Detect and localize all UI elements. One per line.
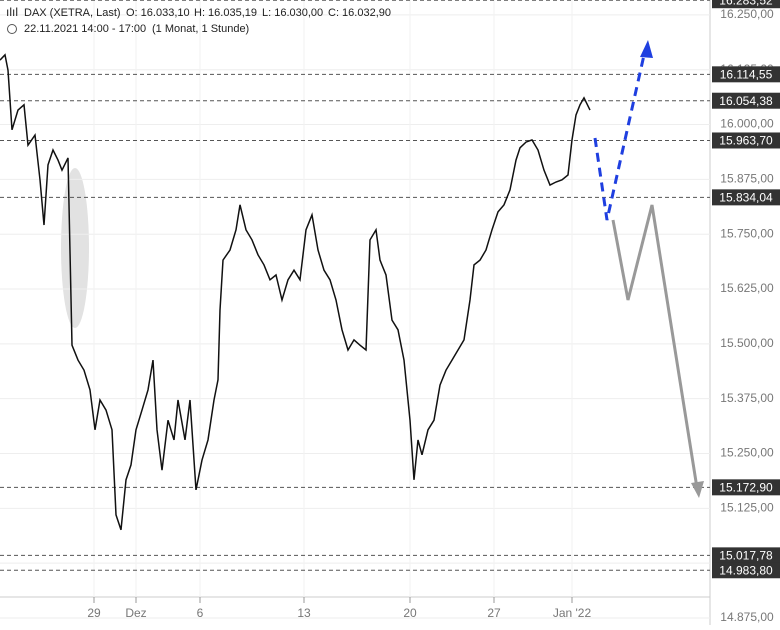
y-tick-label: 15.625,00 <box>720 281 774 295</box>
level-label: 16.283,52 <box>719 0 773 7</box>
level-label: 14.983,80 <box>719 563 773 577</box>
level-label: 15.172,90 <box>719 480 773 494</box>
x-tick-label: 27 <box>487 606 501 620</box>
clock-icon <box>7 24 17 34</box>
level-label: 16.114,55 <box>720 67 773 81</box>
x-tick-label: 29 <box>87 606 101 620</box>
highlight-ellipse <box>61 168 89 328</box>
price-line <box>0 53 591 531</box>
arrow-head <box>691 481 704 498</box>
x-tick-label: Dez <box>125 606 146 620</box>
ohlc: H: 16.035,19 <box>194 7 257 19</box>
x-tick-label: Jan '22 <box>553 606 592 620</box>
y-tick-label: 15.125,00 <box>720 501 774 515</box>
x-tick-label: 6 <box>197 606 204 620</box>
ohlc: O: 16.033,10 <box>126 7 190 19</box>
y-tick-label: 15.750,00 <box>720 226 774 240</box>
level-box <box>712 92 780 109</box>
y-tick-label: 15.375,00 <box>720 391 774 405</box>
projection-up <box>593 54 646 221</box>
y-tick-label: 16.000,00 <box>720 117 774 131</box>
icon: ılıl <box>6 5 18 19</box>
projection-down <box>611 204 699 489</box>
header: ılıl DAX (XETRA, Last) O: 16.033,10 H: 1… <box>6 5 391 35</box>
title: DAX (XETRA, Last) <box>24 7 121 19</box>
level-label: 15.963,70 <box>719 134 773 148</box>
period: (1 Monat, 1 Stunde) <box>152 23 249 35</box>
level-box <box>712 189 780 206</box>
arrow-head <box>640 40 653 58</box>
level-box <box>712 562 780 579</box>
subtitle: 22.11.2021 14:00 - 17:00 <box>24 23 146 35</box>
level-box <box>712 132 780 149</box>
level-label: 15.834,04 <box>719 191 773 205</box>
y-tick-label: 15.875,00 <box>720 172 774 186</box>
x-tick-label: 20 <box>403 606 417 620</box>
level-box <box>712 479 780 496</box>
y-tick-label: 15.250,00 <box>720 446 774 460</box>
level-box <box>712 0 780 9</box>
y-tick-label: 15.500,00 <box>720 336 774 350</box>
ohlc: C: 16.032,90 <box>328 7 391 19</box>
ohlc: L: 16.030,00 <box>262 7 323 19</box>
y-tick-label: 16.250,00 <box>720 7 774 21</box>
x-tick-label: 13 <box>297 606 311 620</box>
level-box <box>712 66 780 83</box>
y-tick-label: 14.875,00 <box>720 610 774 624</box>
level-box <box>712 547 780 564</box>
level-label: 16.054,38 <box>719 94 773 108</box>
level-label: 15.017,78 <box>719 549 773 563</box>
